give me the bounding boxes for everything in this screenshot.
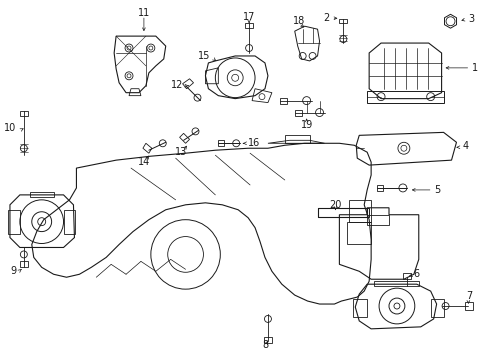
Text: 1: 1 — [471, 63, 477, 73]
Text: 14: 14 — [138, 157, 150, 167]
Text: 9: 9 — [11, 266, 17, 276]
Text: 20: 20 — [328, 200, 341, 210]
Text: 15: 15 — [198, 51, 210, 61]
Text: 11: 11 — [138, 8, 150, 18]
Text: 10: 10 — [3, 123, 16, 134]
Text: 2: 2 — [323, 13, 329, 23]
Text: 3: 3 — [468, 14, 473, 24]
Text: 7: 7 — [466, 291, 472, 301]
Text: 17: 17 — [243, 12, 255, 22]
Text: 5: 5 — [434, 185, 440, 195]
Text: 6: 6 — [413, 269, 419, 279]
Text: 13: 13 — [174, 147, 186, 157]
Text: 16: 16 — [247, 138, 260, 148]
Text: 8: 8 — [262, 340, 267, 350]
Text: 18: 18 — [292, 16, 304, 26]
Bar — [317, 208, 368, 217]
Text: 4: 4 — [462, 141, 468, 151]
Bar — [317, 208, 366, 217]
Text: 12: 12 — [171, 80, 183, 90]
Text: 19: 19 — [300, 121, 312, 130]
